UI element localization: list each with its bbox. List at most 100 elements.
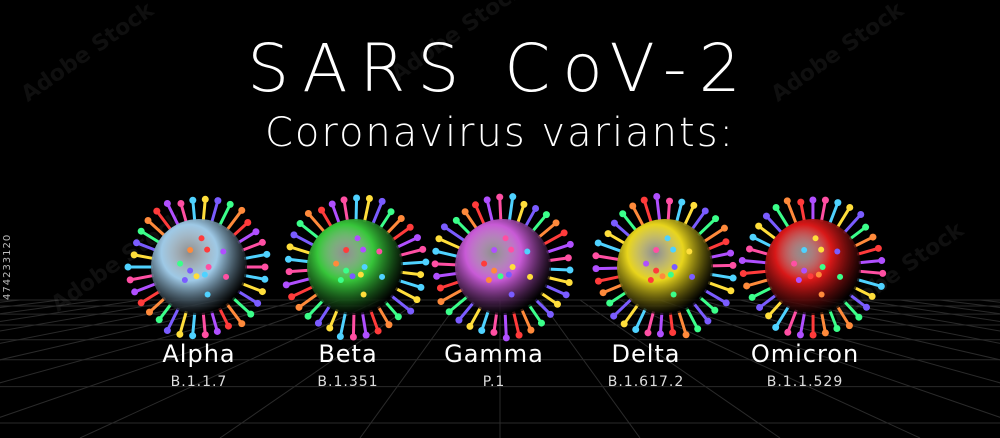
spike-cap — [610, 312, 618, 320]
spike-cap — [606, 299, 614, 307]
spike-protein — [835, 305, 851, 327]
spike-cap — [130, 251, 138, 259]
spike-protein — [231, 296, 252, 316]
spike-protein — [201, 312, 207, 335]
surface-spike — [643, 260, 650, 267]
surface-spike — [337, 276, 344, 283]
surface-spike — [343, 267, 350, 274]
spike-protein — [690, 210, 707, 231]
variant-code-delta: B.1.617.2 — [607, 374, 685, 390]
spike-cap — [471, 201, 479, 209]
surface-spike — [333, 260, 340, 267]
spike-protein — [774, 206, 791, 229]
spike-cap — [738, 257, 746, 265]
spike-cap — [690, 201, 698, 209]
spike-cap — [254, 299, 262, 307]
spike-cap — [189, 196, 197, 204]
spike-protein — [819, 199, 827, 223]
spike-cap — [594, 239, 602, 247]
surface-spike — [686, 248, 693, 255]
spike-protein — [757, 224, 778, 241]
spike-protein — [524, 207, 537, 228]
spike-cap — [145, 308, 153, 316]
spike-protein — [697, 217, 717, 237]
spike-cap — [288, 293, 296, 301]
spike-protein — [134, 282, 157, 294]
spike-protein — [758, 293, 778, 309]
spike-cap — [295, 303, 303, 311]
surface-spike — [795, 276, 802, 283]
spike-protein — [448, 295, 469, 313]
surface-spike — [818, 246, 825, 253]
surface-spike — [524, 248, 531, 255]
surface-spike — [193, 273, 200, 280]
spike-protein — [201, 199, 207, 222]
spike-protein — [330, 203, 341, 225]
variant-name-omicron: Omicron — [750, 340, 860, 368]
spike-protein — [306, 299, 325, 318]
spike-cap — [619, 210, 627, 218]
spike-protein — [743, 269, 768, 276]
surface-spike — [220, 248, 227, 255]
spike-cap — [797, 198, 805, 206]
surface-spike — [801, 267, 808, 274]
spike-cap — [417, 283, 425, 291]
spike-protein — [225, 209, 243, 232]
surface-spike — [664, 235, 671, 242]
spike-protein — [613, 221, 632, 238]
surface-spike — [343, 246, 350, 253]
variant-name-delta: Delta — [611, 340, 681, 368]
spike-protein — [542, 231, 565, 246]
spike-cap — [629, 202, 637, 210]
variant-code-omicron: B.1.1.529 — [766, 374, 844, 390]
spike-protein — [293, 233, 315, 247]
spike-cap — [701, 207, 709, 215]
surface-spike — [354, 235, 361, 242]
spike-protein — [178, 310, 188, 335]
spike-cap — [407, 307, 415, 315]
spike-cap — [436, 284, 444, 292]
spike-protein — [360, 312, 368, 336]
surface-spike — [818, 291, 825, 298]
spike-protein — [544, 284, 567, 297]
spike-protein — [527, 304, 543, 324]
virus-icon — [431, 193, 574, 342]
spike-cap — [560, 229, 568, 237]
spike-cap — [720, 224, 728, 232]
spike-protein — [218, 203, 232, 227]
spike-cap — [527, 326, 535, 334]
spike-cap — [666, 197, 674, 205]
spike-protein — [243, 252, 268, 261]
surface-spike — [667, 271, 674, 278]
spike-cap — [263, 250, 271, 258]
spike-cap — [756, 303, 764, 311]
spike-protein — [237, 289, 259, 305]
spike-protein — [474, 204, 486, 226]
spike-cap — [727, 249, 735, 257]
spike-cap — [783, 197, 791, 205]
spike-cap — [739, 270, 747, 278]
spike-cap — [669, 329, 677, 337]
spike-cap — [163, 327, 171, 335]
spike-protein — [391, 226, 412, 242]
spike-cap — [722, 238, 730, 246]
spike-protein — [531, 213, 548, 233]
spike-cap — [176, 330, 184, 338]
virus-body — [151, 219, 247, 315]
stock-image-id: 474233120 — [2, 233, 13, 300]
spike-protein — [129, 273, 155, 282]
surface-spike — [485, 276, 492, 283]
spike-cap — [304, 312, 312, 320]
spike-protein — [140, 289, 161, 305]
spike-cap — [394, 313, 402, 321]
spike-cap — [226, 200, 234, 208]
spike-protein — [848, 293, 868, 309]
spike-cap — [745, 245, 753, 253]
spike-cap — [252, 228, 260, 236]
virus-body — [307, 219, 403, 315]
spike-cap — [433, 272, 441, 280]
spike-cap — [314, 319, 322, 327]
spike-cap — [592, 265, 600, 273]
surface-spike — [819, 264, 826, 270]
spike-cap — [772, 204, 780, 212]
